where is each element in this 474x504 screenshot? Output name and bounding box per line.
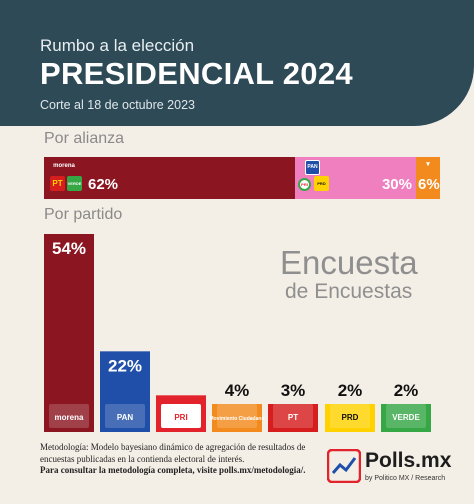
watermark-line2: de Encuestas xyxy=(285,280,413,303)
party-label-1: 22% xyxy=(108,356,142,375)
polls-chart-icon xyxy=(327,449,361,483)
party-logo-1 xyxy=(105,404,145,428)
section-partido-label: Por partido xyxy=(44,206,123,223)
party-bar-6 xyxy=(381,404,431,432)
footer-metodologia-text: Metodología: Modelo bayesiano dinámico d… xyxy=(40,442,306,464)
party-logo-2 xyxy=(161,404,201,428)
header-date: Corte al 18 de octubre 2023 xyxy=(40,98,195,112)
party-logo-text-6: VERDE xyxy=(392,413,420,422)
party-logo-text-5: PRD xyxy=(342,413,359,422)
party-label-4: 3% xyxy=(281,381,306,400)
party-bar-1 xyxy=(100,351,150,432)
header-banner: Rumbo a la elección PRESIDENCIAL 2024 Co… xyxy=(0,0,474,126)
pt-logo: PT xyxy=(50,176,65,191)
pri-logo: PRI xyxy=(298,178,311,191)
verde-logo: VERDE xyxy=(67,176,82,191)
party-bar-3 xyxy=(212,404,262,432)
section-alianza-label: Por alianza xyxy=(44,130,125,147)
party-bar-0 xyxy=(44,234,94,432)
party-logo-5 xyxy=(330,404,370,428)
party-logo-3 xyxy=(217,404,257,428)
polls-mx-brand: Polls.mx by Politico MX / Research xyxy=(327,445,451,491)
party-bar-5 xyxy=(325,404,375,432)
party-label-5: 2% xyxy=(338,381,363,400)
alliance-label-1: 30% xyxy=(381,176,412,193)
party-logo-text-2: PRI xyxy=(174,413,187,422)
footer-consultar-text[interactable]: Para consultar la metodología completa, … xyxy=(40,465,306,475)
party-logo-0 xyxy=(49,404,89,428)
header-subtitle: Rumbo a la elección xyxy=(40,36,195,55)
header-title: PRESIDENCIAL 2024 xyxy=(40,56,353,91)
party-logo-text-4: PT xyxy=(288,413,298,422)
brand-name: Polls.mx xyxy=(365,449,452,472)
party-logo-6 xyxy=(386,404,426,428)
party-logo-text-0: morena xyxy=(55,413,84,422)
pan-logo: PAN xyxy=(305,160,320,175)
alliance-label-0: 62% xyxy=(88,176,119,193)
party-label-0: 54% xyxy=(52,239,86,258)
morena-logo: morena xyxy=(52,160,76,172)
party-logo-4 xyxy=(273,404,313,428)
alliance-bar-0 xyxy=(44,157,295,199)
alliance-label-2: 6% xyxy=(418,176,440,193)
party-bar-4 xyxy=(268,404,318,432)
party-logo-text-3: Movimiento Ciudadano xyxy=(210,416,265,422)
party-logo-text-1: PAN xyxy=(117,413,134,422)
watermark-line1: Encuesta xyxy=(280,244,418,281)
party-label-3: 4% xyxy=(225,381,250,400)
brand-sub: by Politico MX / Research xyxy=(365,475,446,482)
footer-methodology: Metodología: Modelo bayesiano dinámico d… xyxy=(40,442,340,477)
mc-eagle-icon: ▾ xyxy=(420,160,436,170)
party-label-6: 2% xyxy=(394,381,419,400)
prd-logo: PRD xyxy=(314,176,329,191)
